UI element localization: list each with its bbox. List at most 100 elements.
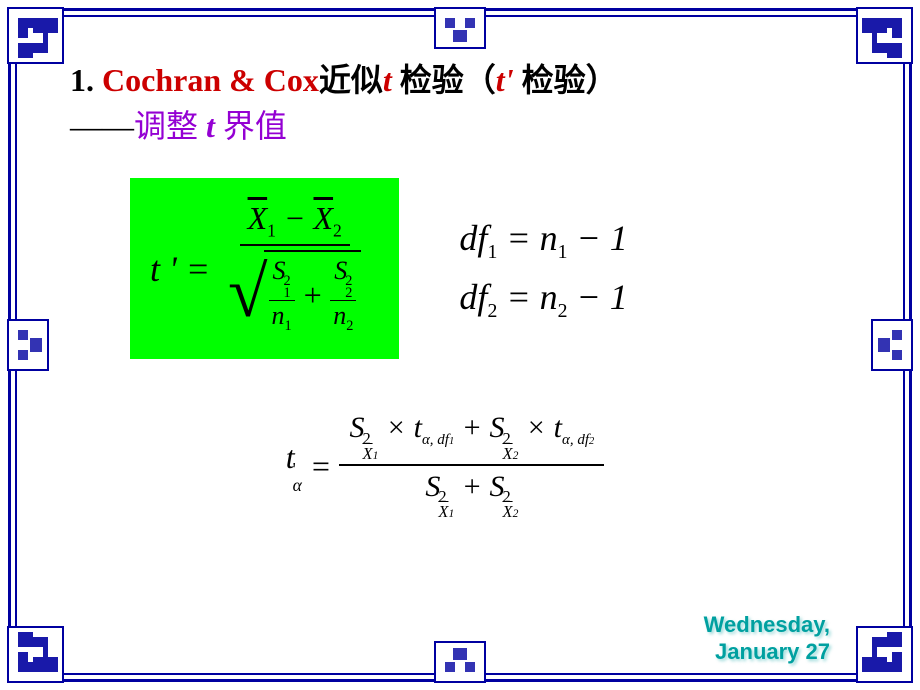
title-number: 1. xyxy=(70,62,102,98)
s2-supsub: 22 xyxy=(345,275,352,301)
frac-s2: S22 n2 xyxy=(329,256,357,336)
df-equations: df1 = n1 − 1 df2 = n2 − 1 xyxy=(459,210,627,328)
title-approx: 近似 xyxy=(319,62,383,98)
f2-t-supsub: 'α xyxy=(293,462,302,494)
f2n-s1-ss: 2X1 xyxy=(362,432,378,462)
f2d-s2-ss: 2X2 xyxy=(502,490,518,520)
sqrt-wrap: √ S21 n1 + S22 n2 xyxy=(228,250,361,336)
edge-left-icon xyxy=(3,315,53,375)
s1-supsub: 21 xyxy=(284,275,291,301)
f2d-s1-x1: 1 xyxy=(448,508,454,520)
n2: n xyxy=(333,301,346,330)
title-line-2: ——调整 t 界值 xyxy=(70,104,860,149)
f2n-t2-df2: 2 xyxy=(589,436,594,447)
s1-num: S21 xyxy=(269,256,295,301)
f2n-s1-sub: X1 xyxy=(362,447,378,462)
df2-line: df2 = n2 − 1 xyxy=(459,269,627,328)
n1-sub: 1 xyxy=(285,318,292,334)
title-tprime: t' xyxy=(496,62,522,98)
df2-lhs: df xyxy=(459,277,487,317)
timestamp-date: January 27 xyxy=(704,639,830,665)
s1-sub: 1 xyxy=(284,287,291,300)
edge-top-icon xyxy=(430,3,490,53)
s2-num: S22 xyxy=(330,256,356,301)
tprime-lhs: t ' = xyxy=(150,248,210,290)
df1-sub: 1 xyxy=(487,241,497,263)
title-boundary: 界值 xyxy=(223,108,287,144)
f2d-s1-x: X xyxy=(438,502,448,521)
n1-den: n1 xyxy=(268,301,296,335)
f2-den: S2X1 + S2X2 xyxy=(415,466,528,524)
x1bar: X xyxy=(248,200,268,236)
sqrt-content: S21 n1 + S22 n2 xyxy=(264,250,362,336)
t-alpha-formula: t'α = S2X1 × tα, df1 + S2X2 × tα, df2 S2… xyxy=(286,409,605,524)
title-cochran: Cochran & Cox xyxy=(102,62,319,98)
df1-nsub: 1 xyxy=(558,241,568,263)
f2d-s1-sub: X1 xyxy=(438,505,454,520)
green-formula-box: t ' = X1 − X2 √ S21 n1 xyxy=(130,178,399,359)
df1-end: − 1 xyxy=(568,218,628,258)
x1sub: 1 xyxy=(267,221,276,241)
f2n-s1-x1: 1 xyxy=(373,450,379,462)
title-dash: —— xyxy=(70,108,134,144)
corner-bottom-right-icon xyxy=(847,617,917,687)
denominator: √ S21 n1 + S22 n2 xyxy=(220,246,369,340)
df1-lhs: df xyxy=(459,218,487,258)
slide-content: 1. Cochran & Cox近似t 检验（t' 检验） ——调整 t 界值 … xyxy=(70,60,860,524)
f2n-t1: t xyxy=(414,411,422,444)
formula2-wrap: t'α = S2X1 × tα, df1 + S2X2 × tα, df2 S2… xyxy=(70,409,860,524)
f2n-s1-x: X xyxy=(362,444,372,463)
timestamp: Wednesday, January 27 xyxy=(704,612,830,665)
x2sub: 2 xyxy=(333,221,342,241)
df2-end: − 1 xyxy=(568,277,628,317)
f2-fraction: S2X1 × tα, df1 + S2X2 × tα, df2 S2X1 + S… xyxy=(339,409,604,524)
title-test2: 检验） xyxy=(522,62,618,98)
f2n-s2-x2: 2 xyxy=(513,450,519,462)
edge-right-icon xyxy=(867,315,917,375)
f2d-s1-ss: 2X1 xyxy=(438,490,454,520)
f2-alpha: α xyxy=(293,478,302,494)
df2-sub: 2 xyxy=(487,300,497,322)
corner-top-left-icon xyxy=(3,3,73,73)
title-t1: t xyxy=(383,62,400,98)
formula-row: t ' = X1 − X2 √ S21 n1 xyxy=(130,178,860,359)
f2n-t1-s: α, df xyxy=(422,432,449,448)
f2d-s2-x: X xyxy=(502,502,512,521)
title-t-bold: t xyxy=(206,108,223,144)
corner-bottom-left-icon xyxy=(3,617,73,687)
df2-eq: = n xyxy=(497,277,557,317)
main-fraction: X1 − X2 √ S21 n1 + xyxy=(220,198,369,339)
plus-sqrt: + xyxy=(302,277,324,314)
minus: − xyxy=(276,200,314,236)
f2n-t2: t xyxy=(554,411,562,444)
numerator: X1 − X2 xyxy=(240,198,350,245)
f2n-times1: × xyxy=(378,411,413,444)
s2-sub: 2 xyxy=(345,287,352,300)
f2n-t2-sub: α, df2 xyxy=(562,432,594,448)
f2n-plus: + xyxy=(454,411,489,444)
n2-den: n2 xyxy=(329,301,357,335)
f2n-s2-x: X xyxy=(502,444,512,463)
edge-bottom-icon xyxy=(430,637,490,687)
df2-nsub: 2 xyxy=(558,300,568,322)
n1: n xyxy=(272,301,285,330)
f2n-s2-ss: 2X2 xyxy=(502,432,518,462)
title-test1: 检验（ xyxy=(400,62,496,98)
n2-sub: 2 xyxy=(346,318,353,334)
f2d-plus: + xyxy=(454,470,489,503)
f2-eq: = xyxy=(310,448,332,485)
sqrt-symbol: √ xyxy=(228,264,268,322)
t-prime-formula: t ' = X1 − X2 √ S21 n1 xyxy=(150,198,369,339)
df1-line: df1 = n1 − 1 xyxy=(459,210,627,269)
f2n-t2-s: α, df xyxy=(562,432,589,448)
x2bar: X xyxy=(314,200,334,236)
f2d-s2-sub: X2 xyxy=(502,505,518,520)
f2n-s2-sub: X2 xyxy=(502,447,518,462)
f2n-t1-sub: α, df1 xyxy=(422,432,454,448)
f2d-s2-x2: 2 xyxy=(513,508,519,520)
title-adjust: 调整 xyxy=(134,108,206,144)
f2-num: S2X1 × tα, df1 + S2X2 × tα, df2 xyxy=(339,409,604,465)
timestamp-day: Wednesday, xyxy=(704,612,830,638)
title-line-1: 1. Cochran & Cox近似t 检验（t' 检验） xyxy=(70,60,860,102)
f2-t: t'α xyxy=(286,439,302,494)
